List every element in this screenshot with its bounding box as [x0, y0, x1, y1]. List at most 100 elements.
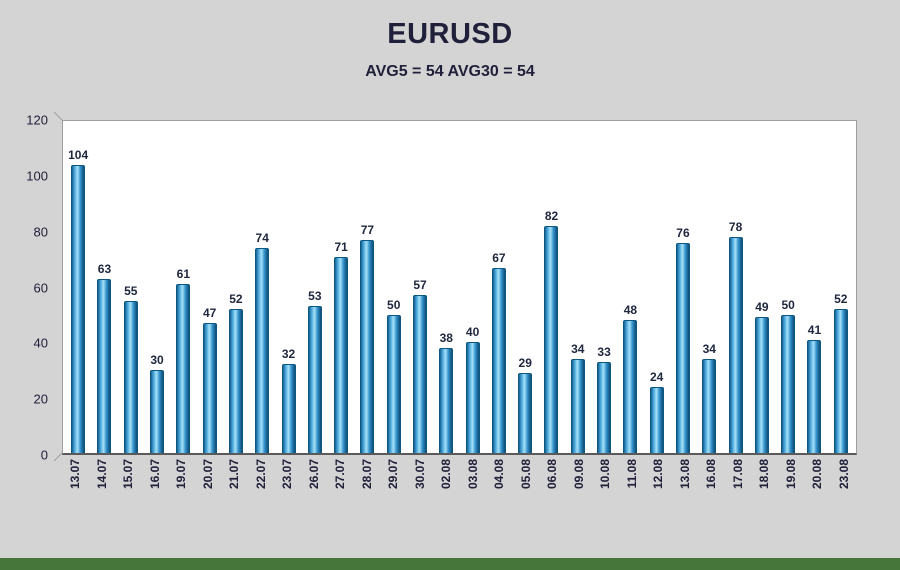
bar-value-label: 55	[124, 283, 138, 298]
bar	[754, 317, 769, 453]
bar	[202, 322, 217, 453]
bar-slot: 38	[433, 121, 459, 453]
bar-value-label: 53	[308, 289, 322, 304]
x-tick-label: 19.07	[174, 459, 189, 490]
bar-value-label: 50	[781, 297, 795, 312]
x-tick-label: 12.08	[651, 459, 666, 490]
x-tick-label: 13.08	[677, 459, 692, 490]
bar	[702, 358, 717, 453]
bar-slot: 47	[196, 121, 222, 453]
bar-value-label: 40	[465, 325, 480, 340]
bar-slot: 78	[722, 121, 748, 453]
bar-value-label: 67	[492, 250, 506, 265]
x-tick-label: 05.08	[518, 459, 533, 490]
x-tick-label: 14.07	[94, 459, 109, 490]
y-tick-label: 0	[40, 447, 48, 463]
bar-slot: 71	[328, 121, 354, 453]
bar	[71, 165, 86, 453]
x-tick-label: 06.08	[545, 459, 560, 490]
y-tick-label: 20	[33, 391, 48, 407]
bar-slot: 50	[775, 121, 801, 453]
x-tick-label: 20.07	[200, 459, 215, 490]
bar	[334, 256, 349, 453]
bar	[544, 226, 559, 453]
bar	[176, 284, 191, 453]
x-tick-label: 28.07	[359, 459, 374, 490]
footer-strip	[0, 558, 900, 570]
x-axis-labels: 13.07 14.07 15.07 16.07 19.07 20.07 21.07 22.07…	[62, 459, 857, 527]
x-tick-label: 10.08	[598, 459, 613, 490]
x-tick-label: 21.07	[227, 459, 242, 490]
bar	[518, 372, 533, 453]
bar-slot: 57	[407, 121, 433, 453]
bar-slot: 67	[486, 121, 512, 453]
bar-slot: 55	[118, 121, 144, 453]
bar-value-label: 33	[597, 344, 611, 359]
bar-value-label: 24	[650, 369, 664, 384]
chart-subtitle: AVG5 = 54 AVG30 = 54	[365, 63, 535, 80]
bar	[439, 347, 454, 453]
bar-slot: 52	[223, 121, 249, 453]
chart-title: EURUSD	[387, 18, 513, 50]
x-tick-label: 11.08	[624, 459, 639, 489]
bar	[123, 300, 138, 453]
x-tick-label: 15.07	[121, 459, 136, 490]
bar-slot: 74	[249, 121, 275, 453]
bar-value-label: 52	[229, 292, 243, 307]
bar	[150, 370, 165, 453]
x-tick-label: 23.07	[280, 459, 295, 490]
bar	[97, 278, 112, 453]
bar-slot: 49	[749, 121, 775, 453]
bars: 104 63 55 30 61 47 52 74 32 53 71 77 50 57 38 40 67 29 82 3…	[65, 121, 854, 453]
x-tick-label: 26.07	[306, 459, 321, 490]
bar-value-label: 34	[571, 341, 585, 356]
y-tick-label: 60	[33, 280, 48, 295]
bar-value-label: 52	[834, 292, 848, 307]
x-tick-label: 30.07	[412, 459, 427, 490]
bar-slot: 34	[565, 121, 591, 453]
y-tick-label: 100	[26, 168, 48, 184]
bar-value-label: 78	[728, 220, 743, 235]
bar-slot: 48	[617, 121, 643, 453]
bar-slot: 76	[670, 121, 696, 453]
y-axis-labels: 0 20 40 60 80 100 120	[0, 113, 56, 463]
x-tick-label: 20.08	[810, 459, 825, 490]
bar-value-label: 57	[413, 278, 427, 293]
bar-value-label: 49	[755, 300, 769, 315]
y-tick-label: 80	[33, 224, 48, 240]
bar	[597, 361, 612, 453]
x-tick-label: 22.07	[253, 459, 268, 490]
bar-value-label: 82	[544, 209, 559, 224]
x-tick-label: 09.08	[571, 459, 586, 490]
bar	[360, 239, 375, 453]
bar-slot: 104	[65, 121, 91, 453]
bar-value-label: 61	[176, 267, 191, 282]
x-tick-label: 03.08	[465, 459, 480, 490]
bar	[728, 237, 743, 453]
bar-slot: 53	[302, 121, 328, 453]
bar-value-label: 41	[807, 322, 822, 337]
bar	[413, 295, 427, 453]
bar-value-label: 38	[439, 330, 453, 345]
plot-area: 104 63 55 30 61 47 52 74 32 53 71 77 50 57 38 40 67 29 82 3…	[62, 120, 857, 455]
bar	[570, 358, 585, 453]
y-tick-label: 40	[33, 335, 48, 351]
x-tick-label: 29.07	[386, 459, 401, 490]
bar-slot: 34	[696, 121, 722, 453]
bar	[781, 314, 796, 453]
bar-slot: 61	[170, 121, 196, 453]
x-tick-label: 02.08	[439, 459, 454, 490]
y-tick-label: 120	[26, 112, 48, 128]
x-tick-label: 17.08	[730, 459, 745, 490]
bar-value-label: 29	[518, 355, 532, 370]
bar-value-label: 34	[702, 341, 716, 356]
bar-slot: 40	[459, 121, 485, 453]
bar	[833, 309, 848, 453]
bar-slot: 30	[144, 121, 170, 453]
bar-value-label: 32	[281, 347, 296, 362]
x-tick-label: 27.07	[333, 459, 348, 490]
x-tick-label: 18.08	[757, 459, 772, 490]
bar	[386, 314, 401, 453]
bar	[307, 306, 322, 453]
bar-slot: 29	[512, 121, 538, 453]
